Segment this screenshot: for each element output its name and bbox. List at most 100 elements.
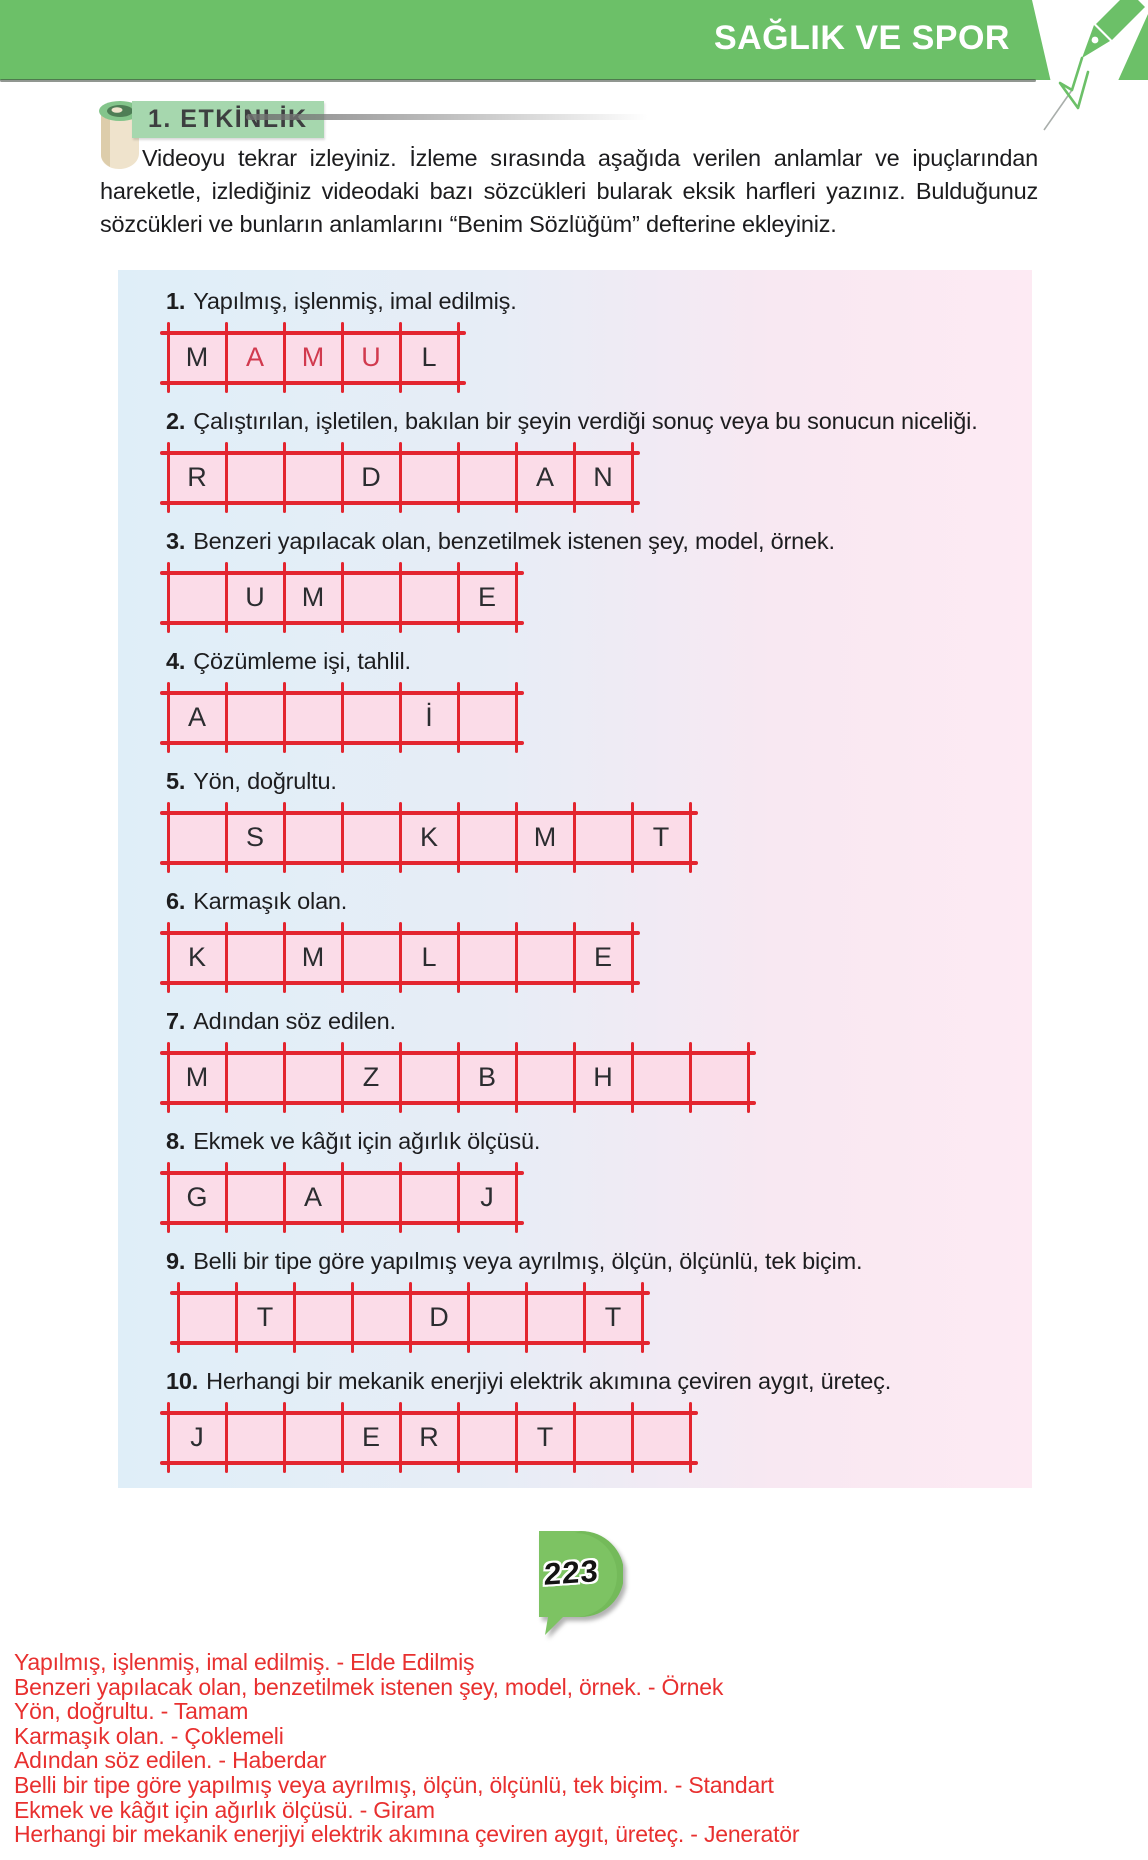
letter-cell[interactable] xyxy=(572,802,632,873)
letter-cell: M xyxy=(282,922,342,993)
puzzle-clue: 6. Karmaşık olan. xyxy=(166,888,1032,915)
letter-cell[interactable] xyxy=(224,682,284,753)
letter-cell: T xyxy=(582,1282,644,1353)
puzzle-clue: 1. Yapılmış, işlenmiş, imal edilmiş. xyxy=(166,288,1032,315)
letter-cell: R xyxy=(166,442,226,513)
answer-line: Belli bir tipe göre yapılmış veya ayrılm… xyxy=(14,1771,774,1798)
letter-cell[interactable] xyxy=(514,1042,574,1113)
clue-text: Yapılmış, işlenmiş, imal edilmiş. xyxy=(193,288,517,314)
letter-cell: U xyxy=(224,562,284,633)
letter-cell: Z xyxy=(340,1042,400,1113)
letter-cell[interactable] xyxy=(398,562,458,633)
clue-number: 8. xyxy=(166,1128,186,1154)
letter-cell: E xyxy=(456,562,518,633)
letter-cell[interactable] xyxy=(224,1162,284,1233)
letter-cell[interactable] xyxy=(340,682,400,753)
letter-cell: D xyxy=(408,1282,468,1353)
puzzle-clue: 4. Çözümleme işi, tahlil. xyxy=(166,648,1032,675)
clue-text: Yön, doğrultu. xyxy=(193,768,337,794)
letter-cell[interactable] xyxy=(282,442,342,513)
clue-number: 1. xyxy=(166,288,186,314)
letter-cell[interactable] xyxy=(466,1282,526,1353)
letter-cell[interactable] xyxy=(398,1042,458,1113)
clue-number: 7. xyxy=(166,1008,186,1034)
letter-cell[interactable] xyxy=(398,442,458,513)
clue-text: Belli bir tipe göre yapılmış veya ayrılm… xyxy=(193,1248,863,1274)
letter-cell[interactable] xyxy=(282,1042,342,1113)
letter-cell[interactable] xyxy=(176,1282,236,1353)
letter-cell[interactable] xyxy=(282,802,342,873)
letter-cell: M xyxy=(166,1042,226,1113)
puzzle-clue: 3. Benzeri yapılacak olan, benzetilmek is… xyxy=(166,528,1032,555)
letter-cell: M xyxy=(282,562,342,633)
letter-cell[interactable] xyxy=(282,1402,342,1473)
puzzle-clue: 5. Yön, doğrultu. xyxy=(166,768,1032,795)
letter-cell: J xyxy=(456,1162,518,1233)
letter-cell[interactable] xyxy=(224,922,284,993)
pen-icon xyxy=(1032,0,1148,132)
letter-cell[interactable] xyxy=(456,922,516,993)
letter-cell[interactable] xyxy=(340,1162,400,1233)
letter-cell[interactable] xyxy=(572,1402,632,1473)
letter-cell[interactable] xyxy=(224,1402,284,1473)
letter-cell[interactable] xyxy=(282,682,342,753)
letter-cell[interactable] xyxy=(398,1162,458,1233)
letter-cell: S xyxy=(224,802,284,873)
clue-number: 6. xyxy=(166,888,186,914)
letter-cell[interactable] xyxy=(292,1282,352,1353)
letter-cell[interactable] xyxy=(514,922,574,993)
letter-cell: B xyxy=(456,1042,516,1113)
letter-cell[interactable] xyxy=(456,682,518,753)
letter-cell[interactable] xyxy=(456,802,516,873)
letter-cell: L xyxy=(398,322,460,393)
divider-swoosh xyxy=(246,114,648,120)
puzzle-item-10: 10. Herhangi bir mekanik enerjiyi elektri… xyxy=(160,1368,1032,1488)
answer-key: Yapılmış, işlenmiş, imal edilmiş. - Elde… xyxy=(14,1650,1134,1847)
letter-cell[interactable] xyxy=(630,1042,690,1113)
clue-text: Herhangi bir mekanik enerjiyi elektrik a… xyxy=(206,1368,892,1394)
puzzle-item-3: 3. Benzeri yapılacak olan, benzetilmek is… xyxy=(160,528,1032,648)
letter-cell[interactable] xyxy=(340,802,400,873)
letter-cell[interactable] xyxy=(524,1282,584,1353)
letter-cell: L xyxy=(398,922,458,993)
letter-cell[interactable] xyxy=(166,802,226,873)
letter-cell[interactable] xyxy=(224,442,284,513)
letter-cell[interactable] xyxy=(456,442,516,513)
letter-cell: U xyxy=(340,322,400,393)
letter-cell[interactable] xyxy=(688,1042,750,1113)
answer-line: Benzeri yapılacak olan, benzetilmek iste… xyxy=(14,1673,724,1700)
letter-cell: M xyxy=(166,322,226,393)
letter-cell[interactable] xyxy=(340,922,400,993)
clue-text: Karmaşık olan. xyxy=(193,888,348,914)
letter-cell: R xyxy=(398,1402,458,1473)
letter-cell[interactable] xyxy=(224,1042,284,1113)
puzzle-item-9: 9. Belli bir tipe göre yapılmış veya ayrı… xyxy=(166,1248,1032,1368)
clue-number: 4. xyxy=(166,648,186,674)
letter-cell[interactable] xyxy=(166,562,226,633)
puzzle-clue: 8. Ekmek ve kâğıt için ağırlık ölçüsü. xyxy=(166,1128,1032,1155)
puzzle-clue: 7. Adından söz edilen. xyxy=(166,1008,1032,1035)
letter-cell[interactable] xyxy=(456,1402,516,1473)
letter-cell: A xyxy=(224,322,284,393)
letter-cell[interactable] xyxy=(340,562,400,633)
letter-cell[interactable] xyxy=(630,1402,692,1473)
letter-cell[interactable] xyxy=(350,1282,410,1353)
clue-text: Ekmek ve kâğıt için ağırlık ölçüsü. xyxy=(193,1128,541,1154)
page-header: SAĞLIK VE SPOR xyxy=(0,0,1148,132)
letter-cell: M xyxy=(282,322,342,393)
clue-text: Benzeri yapılacak olan, benzetilmek iste… xyxy=(193,528,835,554)
answer-line: Karmaşık olan. - Çoklemeli xyxy=(14,1722,284,1749)
